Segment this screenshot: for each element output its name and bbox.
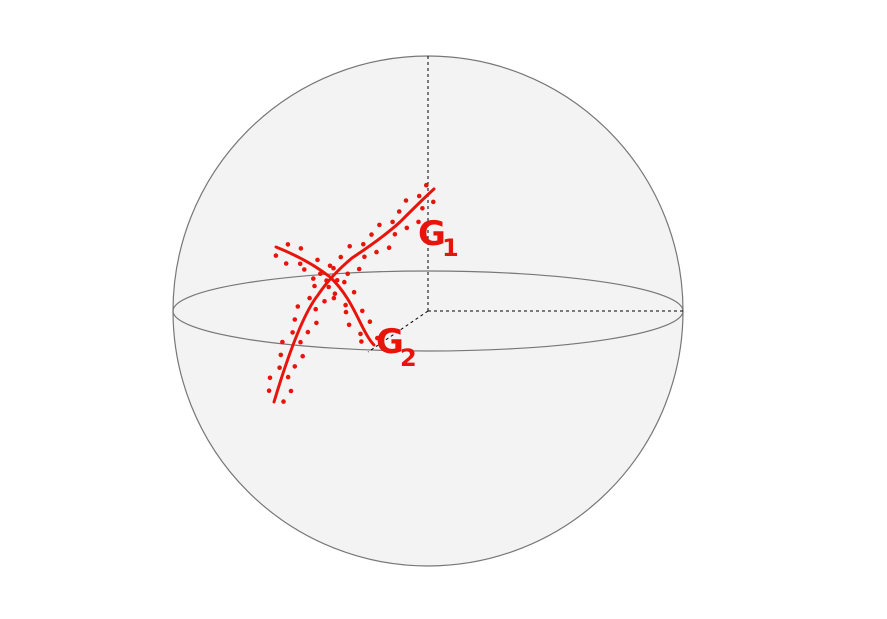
sample-point [277, 365, 282, 371]
sample-point [416, 193, 422, 199]
label-g1-subscript: 1 [442, 234, 459, 262]
sample-point [298, 246, 304, 251]
sample-point [356, 266, 362, 272]
sample-point [292, 364, 298, 369]
sample-point [307, 295, 312, 301]
sample-point [302, 267, 307, 272]
sample-point [318, 271, 323, 277]
sample-point [342, 279, 347, 285]
sample-point [327, 263, 333, 269]
sample-point [273, 253, 279, 258]
sample-point [281, 399, 286, 404]
sample-point [416, 219, 421, 225]
sample-point [332, 291, 338, 297]
sample-point [359, 339, 364, 344]
curve-g2 [274, 245, 376, 347]
sample-point [285, 374, 291, 380]
sample-point [369, 232, 374, 237]
depth-axis [367, 310, 429, 353]
curve-g2-sample-points [273, 242, 380, 344]
sample-point [322, 299, 327, 304]
sample-point [351, 289, 357, 295]
sample-point [280, 339, 285, 345]
sample-point [346, 322, 352, 328]
sample-point [300, 353, 306, 359]
sample-point [338, 254, 344, 260]
sample-point [288, 388, 294, 394]
sample-point [324, 278, 329, 283]
label-g1-letter: G [418, 214, 446, 254]
sample-point [290, 330, 295, 335]
sample-point [343, 309, 349, 315]
curve-g1 [272, 187, 436, 404]
sample-point [298, 339, 303, 345]
sample-point [431, 199, 436, 205]
sample-point [315, 257, 320, 263]
label-g2: G 2 [376, 322, 417, 372]
sample-point [345, 271, 351, 277]
sample-point [386, 245, 392, 250]
sample-point [347, 244, 353, 249]
sample-point [313, 306, 319, 312]
sample-point [331, 265, 336, 271]
sample-point [390, 219, 395, 225]
sample-point [314, 320, 319, 326]
sample-point [292, 317, 298, 322]
sample-point [374, 249, 379, 255]
sample-point [404, 225, 410, 231]
label-g2-subscript: 2 [400, 344, 417, 372]
sample-point [312, 283, 317, 289]
sample-point [285, 242, 291, 247]
curve-g1-sample-points [266, 182, 436, 404]
sample-point [358, 331, 363, 337]
sample-point [375, 335, 380, 341]
sample-point [267, 375, 273, 381]
sample-point [343, 302, 348, 308]
sample-point [403, 198, 409, 203]
sample-point [361, 241, 366, 247]
sample-point [424, 182, 429, 188]
sample-point [396, 209, 402, 214]
label-g1: G 1 [418, 214, 459, 262]
sample-point [297, 261, 303, 267]
sample-point [392, 232, 398, 237]
sample-point [311, 276, 316, 281]
label-g2-letter: G [376, 322, 404, 362]
sample-point [420, 206, 425, 211]
sample-point [331, 295, 337, 301]
sample-point [334, 278, 340, 283]
sample-point [305, 329, 311, 335]
sample-point [367, 319, 373, 325]
sample-point [266, 388, 272, 394]
sample-point [278, 352, 284, 358]
sample-point [377, 222, 382, 228]
sample-point [326, 284, 332, 290]
sample-point [360, 308, 365, 314]
sample-point [283, 261, 289, 266]
sample-point [362, 254, 367, 260]
sample-point [295, 304, 301, 309]
